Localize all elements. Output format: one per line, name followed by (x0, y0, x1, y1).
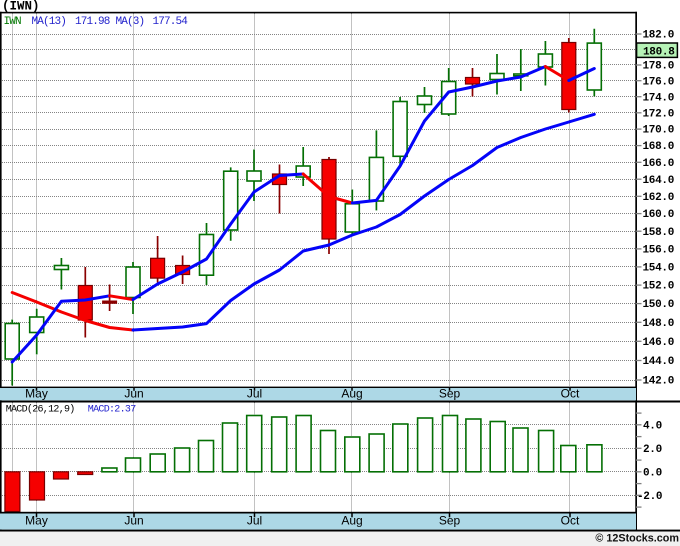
svg-text:177.54: 177.54 (153, 16, 189, 28)
svg-text:168.0: 168.0 (643, 141, 675, 153)
svg-text:182.0: 182.0 (643, 30, 675, 42)
svg-text:May: May (25, 386, 48, 400)
svg-text:Oct: Oct (561, 386, 580, 400)
svg-text:156.0: 156.0 (643, 245, 675, 257)
svg-text:MA(13): MA(13) (32, 16, 67, 28)
svg-text:176.0: 176.0 (643, 76, 675, 88)
svg-text:IWN: IWN (4, 16, 22, 28)
svg-text:154.0: 154.0 (643, 263, 675, 275)
svg-text:152.0: 152.0 (643, 281, 675, 293)
svg-text:144.0: 144.0 (643, 356, 675, 368)
svg-text:Sep: Sep (439, 386, 461, 400)
svg-text:170.0: 170.0 (643, 125, 675, 137)
svg-text:Aug: Aug (341, 386, 362, 400)
svg-text:162.0: 162.0 (643, 192, 675, 204)
svg-text:158.0: 158.0 (643, 227, 675, 239)
svg-text:MACD(26,12,9): MACD(26,12,9) (6, 404, 75, 416)
svg-text:174.0: 174.0 (643, 92, 675, 104)
svg-text:Jun: Jun (124, 513, 143, 527)
svg-text:142.0: 142.0 (643, 376, 675, 388)
svg-text:2.0: 2.0 (643, 444, 662, 456)
svg-text:-2.0: -2.0 (637, 491, 662, 503)
svg-text:171.98: 171.98 (75, 16, 110, 28)
svg-text:180.8: 180.8 (643, 46, 675, 58)
svg-text:MA(3): MA(3) (116, 16, 145, 28)
svg-text:Jul: Jul (247, 513, 262, 527)
svg-text:164.0: 164.0 (643, 175, 675, 187)
svg-text:(IWN): (IWN) (2, 0, 40, 14)
svg-text:148.0: 148.0 (643, 318, 675, 330)
svg-text:Oct: Oct (561, 513, 580, 527)
svg-text:178.0: 178.0 (643, 61, 675, 73)
svg-text:150.0: 150.0 (643, 299, 675, 311)
svg-text:160.0: 160.0 (643, 209, 675, 221)
svg-text:© 12Stocks.com: © 12Stocks.com (595, 533, 679, 545)
svg-text:MACD:2.37: MACD:2.37 (88, 405, 136, 416)
svg-text:166.0: 166.0 (643, 158, 675, 170)
svg-text:Jul: Jul (247, 386, 262, 400)
svg-text:4.0: 4.0 (643, 420, 662, 432)
svg-text:Sep: Sep (439, 513, 461, 527)
svg-text:172.0: 172.0 (643, 108, 675, 120)
svg-text:0.0: 0.0 (643, 467, 662, 479)
svg-text:Jun: Jun (124, 386, 143, 400)
svg-text:146.0: 146.0 (643, 337, 675, 349)
svg-text:May: May (25, 513, 48, 527)
svg-text:Aug: Aug (341, 513, 362, 527)
